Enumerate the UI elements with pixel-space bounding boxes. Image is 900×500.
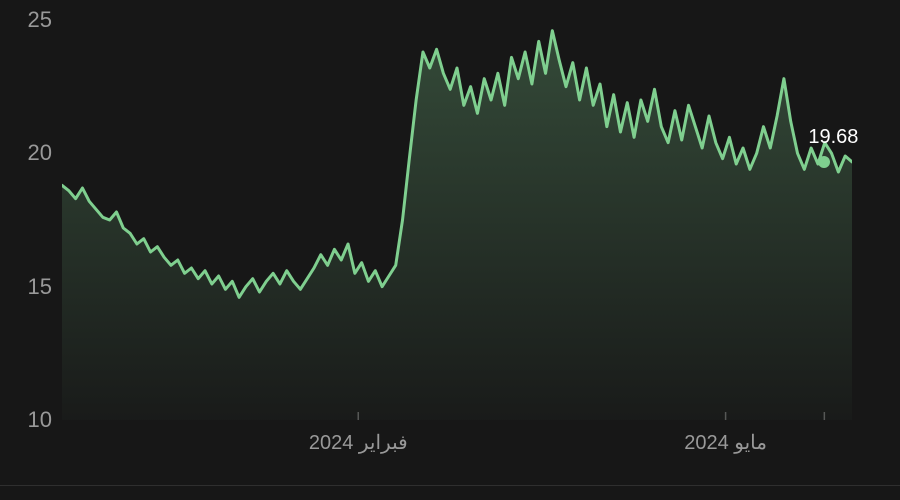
plot-area (62, 20, 852, 420)
y-axis: 10152025 (0, 0, 62, 420)
x-axis: فبراير 2024 مايو 2024 (62, 430, 852, 460)
divider (0, 485, 900, 486)
y-tick-label: 25 (0, 7, 52, 33)
y-tick-label: 10 (0, 407, 52, 433)
y-tick-label: 20 (0, 140, 52, 166)
x-tick-label: فبراير 2024 (309, 430, 408, 455)
y-tick-label: 15 (0, 274, 52, 300)
chart-svg (62, 20, 852, 420)
current-value-label: 19.68 (808, 126, 858, 149)
stock-chart: 10 15 20 25 فبراير 2024 مايو 2024 19.68 (0, 0, 900, 500)
current-value-dot (818, 156, 830, 168)
x-tick-label: مايو 2024 (684, 430, 767, 455)
